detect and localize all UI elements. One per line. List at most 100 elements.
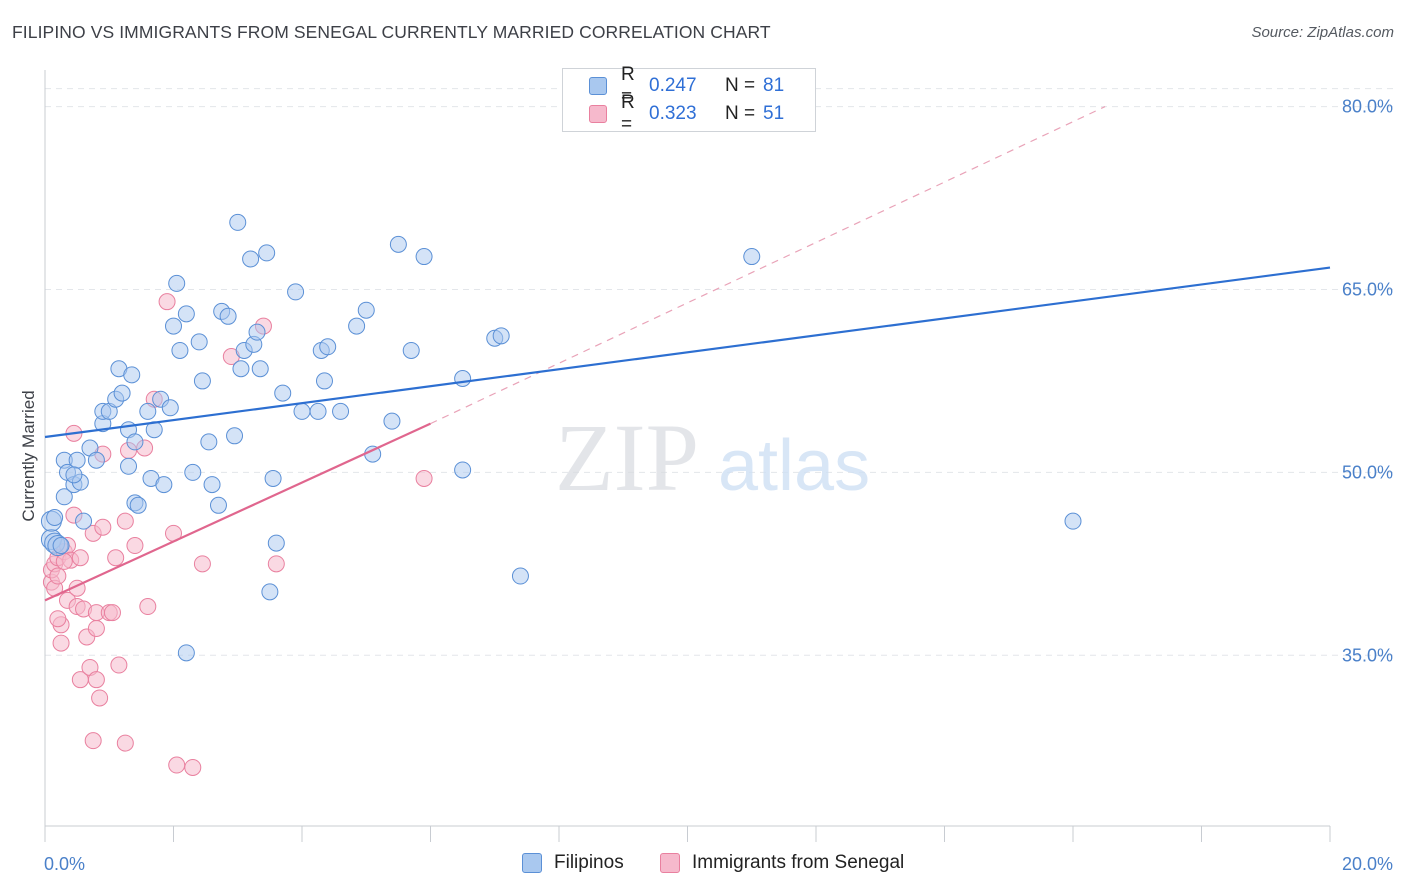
senegal-point (94, 518, 112, 536)
senegal-point (87, 671, 105, 689)
senegal-point (116, 512, 134, 530)
filipino-point (200, 433, 218, 451)
legend: R = 0.247 N = 81 R = 0.323 N = 51 (562, 64, 816, 135)
filipino-point (315, 372, 333, 390)
filipino-point (123, 366, 141, 384)
filipino-point (219, 307, 237, 325)
series-senegal-points (42, 293, 433, 776)
filipino-point (203, 476, 221, 494)
filipino-point (139, 402, 157, 420)
legend-r-label: R = (621, 92, 635, 135)
y-tick-label: 65.0% (1342, 279, 1393, 299)
legend-r-value: 0.323 (649, 103, 697, 124)
bottom-legend-label: Filipinos (554, 852, 624, 873)
filipino-point (454, 369, 472, 387)
senegal-point (168, 756, 186, 774)
watermark-atlas: atlas (718, 426, 870, 506)
filipino-point (743, 248, 761, 266)
legend-r-label: R = (621, 64, 635, 107)
y-tick-label: 80.0% (1342, 97, 1393, 117)
senegal-point (184, 758, 202, 776)
tick-labels: 35.0% 50.0% 65.0% 80.0% 0.0% 20.0% (44, 97, 1393, 874)
senegal-trend-line (44, 422, 431, 602)
filipino-point (261, 583, 279, 601)
filipino-point (402, 341, 420, 359)
senegal-point (193, 555, 211, 573)
bottom-legend: Filipinos Immigrants from Senegal (0, 852, 1406, 878)
legend-r-value: 0.247 (649, 75, 697, 96)
filipino-point (226, 427, 244, 445)
senegal-point (116, 734, 134, 752)
senegal-point (49, 567, 67, 585)
legend-n-label: N = (725, 103, 756, 124)
series-filipinos-points (40, 213, 1082, 662)
bottom-legend-label: Immigrants from Senegal (692, 852, 905, 873)
watermark-zip: ZIP (555, 404, 699, 511)
filipino-point (492, 327, 510, 345)
filipino-point (232, 360, 250, 378)
filipino-point (129, 496, 147, 514)
filipino-point (155, 476, 173, 494)
senegal-point (415, 469, 433, 487)
x-tick-label: 20.0% (1342, 854, 1393, 874)
legend-row-senegal: R = 0.323 N = 51 (563, 92, 785, 135)
filipino-point (389, 235, 407, 253)
filipino-point (55, 488, 73, 506)
senegal-point (110, 656, 128, 674)
chart-title: FILIPINO VS IMMIGRANTS FROM SENEGAL CURR… (12, 22, 771, 42)
senegal-point (107, 549, 125, 567)
bottom-legend-senegal: Immigrants from Senegal (660, 852, 904, 874)
filipino-point (383, 412, 401, 430)
senegal-point (91, 689, 109, 707)
filipino-point (52, 537, 70, 555)
filipino-point (171, 341, 189, 359)
filipino-point (68, 451, 86, 469)
filipino-point (309, 402, 327, 420)
bottom-legend-swatch-blue (522, 853, 542, 873)
filipino-point (511, 567, 529, 585)
filipino-point (258, 244, 276, 262)
filipino-trend-line (44, 266, 1331, 439)
filipino-point (126, 433, 144, 451)
filipino-point (229, 213, 247, 231)
filipino-point (274, 384, 292, 402)
senegal-point (158, 293, 176, 311)
filipino-point (184, 463, 202, 481)
filipino-point (165, 317, 182, 335)
bottom-legend-filipinos: Filipinos (522, 852, 624, 874)
filipino-point (348, 317, 366, 335)
filipino-point (264, 469, 282, 487)
filipino-point (415, 248, 433, 266)
filipino-point (190, 333, 208, 351)
legend-n-value: 51 (763, 103, 785, 124)
senegal-point (103, 604, 121, 622)
senegal-point (49, 610, 67, 628)
source-label: Source: ZipAtlas.com (1251, 24, 1394, 41)
senegal-point (87, 619, 105, 637)
senegal-trend-extension (430, 106, 1106, 425)
filipino-point (332, 402, 350, 420)
filipino-point (1064, 512, 1082, 530)
bottom-legend-swatch-pink (660, 853, 680, 873)
filipino-point (267, 534, 285, 552)
filipino-point (251, 360, 269, 378)
filipino-point (75, 512, 93, 530)
senegal-point (267, 555, 285, 573)
filipino-point (46, 509, 64, 527)
filipino-point (177, 644, 195, 662)
filipino-point (293, 402, 311, 420)
y-tick-label: 50.0% (1342, 462, 1393, 482)
filipino-point (168, 274, 186, 292)
filipino-point (319, 338, 337, 356)
senegal-point (71, 549, 89, 567)
filipino-point (209, 496, 227, 514)
filipino-point (193, 372, 211, 390)
filipino-point (65, 466, 83, 484)
filipino-point (248, 323, 266, 341)
y-tick-label: 35.0% (1342, 645, 1393, 665)
filipino-point (120, 457, 138, 475)
legend-row-filipinos: R = 0.247 N = 81 (563, 64, 784, 107)
filipino-point (454, 461, 472, 479)
filipino-point (357, 301, 375, 319)
